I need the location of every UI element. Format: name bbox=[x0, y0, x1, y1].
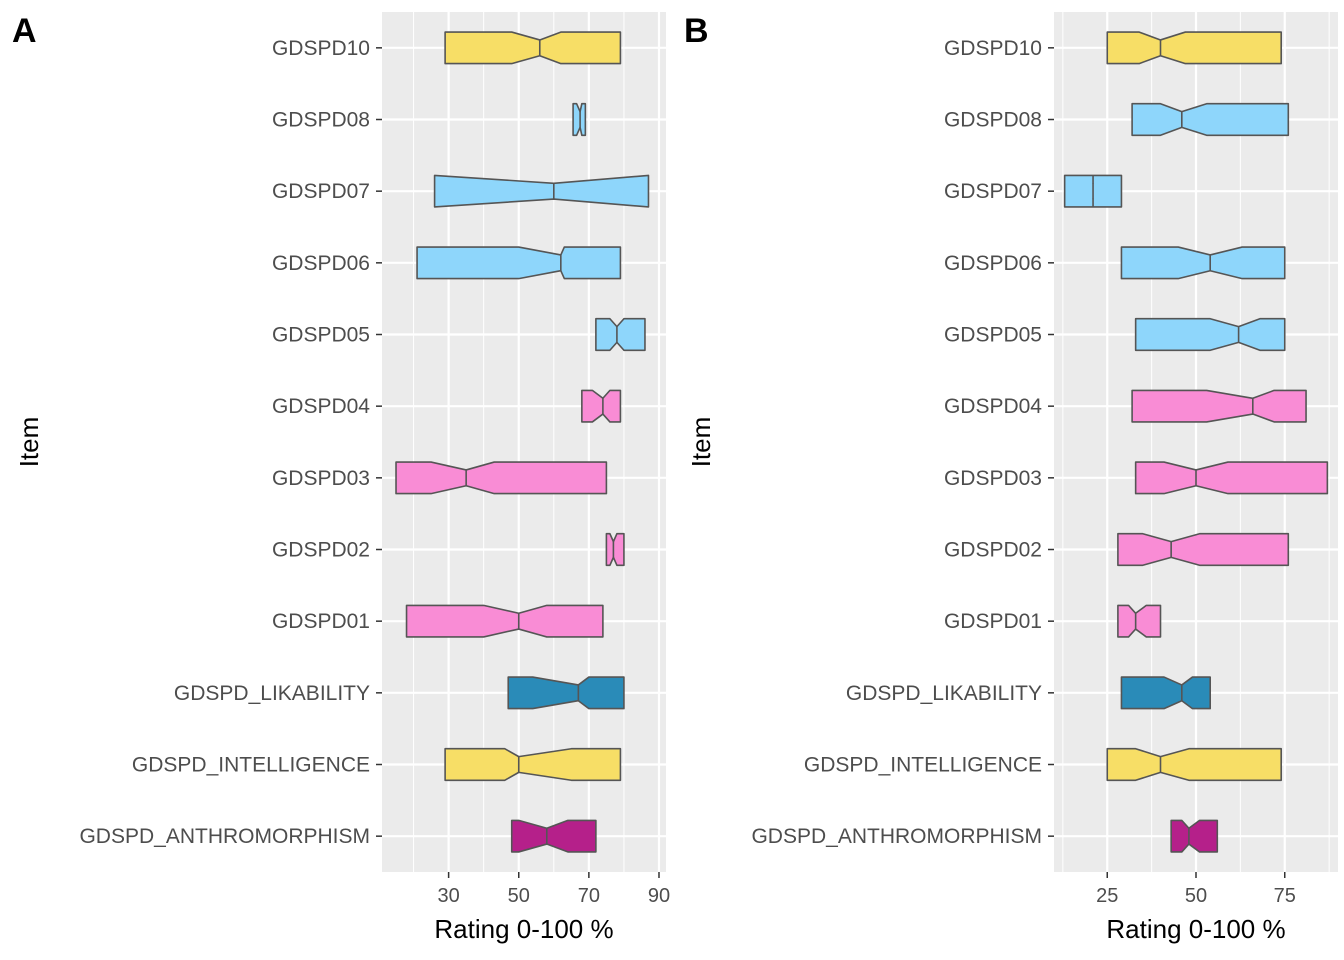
panel-a-category-label: GDSPD_INTELLIGENCE bbox=[132, 754, 370, 777]
panel-a-category-label: GDSPD_LIKABILITY bbox=[174, 682, 370, 705]
panel-b-category-label: GDSPD02 bbox=[944, 539, 1042, 562]
panel-a-category-label: GDSPD02 bbox=[272, 539, 370, 562]
panel-a-category-label: GDSPD04 bbox=[272, 395, 370, 418]
panel-a-background bbox=[382, 12, 666, 872]
panel-b-category-label: GDSPD_INTELLIGENCE bbox=[804, 754, 1042, 777]
panel-b-category-label: GDSPD_ANTHROMORPHISM bbox=[751, 825, 1042, 848]
panel-b-category-label: GDSPD03 bbox=[944, 467, 1042, 490]
panel-b-category-label: GDSPD10 bbox=[944, 37, 1042, 60]
panel-a-x-tick-label: 30 bbox=[437, 885, 459, 907]
panel-a-box-10 bbox=[572, 102, 587, 137]
panel-b-category-label: GDSPD05 bbox=[944, 324, 1042, 347]
panel-b-box-1 bbox=[1106, 747, 1282, 782]
panel-a-box-5 bbox=[395, 461, 608, 495]
panel-b-box-7 bbox=[1134, 317, 1286, 352]
panel-b-x-tick-label: 25 bbox=[1096, 885, 1118, 907]
panel-a-category-label: GDSPD10 bbox=[272, 37, 370, 60]
panel-b-category-label: GDSPD07 bbox=[944, 180, 1042, 203]
panel-b-box-2 bbox=[1120, 676, 1211, 710]
panel-a-box-1 bbox=[444, 747, 622, 782]
panel-b-category-label: GDSPD08 bbox=[944, 109, 1042, 132]
panel-a-box-8 bbox=[416, 246, 622, 280]
panel-a-tag: A bbox=[12, 12, 37, 50]
panel-b-box-5 bbox=[1134, 461, 1329, 495]
panel-a-x-tick-label: 50 bbox=[508, 885, 530, 907]
panel-a-category-label: GDSPD05 bbox=[272, 324, 370, 347]
panel-a: GDSPD_ANTHROMORPHISM GDSPD_INTELLIGENCE GD… bbox=[12, 12, 670, 944]
panel-b-category-label: GDSPD01 bbox=[944, 610, 1042, 633]
panel-a-category-label: GDSPD07 bbox=[272, 180, 370, 203]
panel-b-category-label: GDSPD_LIKABILITY bbox=[846, 682, 1042, 705]
panel-a-category-label: GDSPD01 bbox=[272, 610, 370, 633]
panel-b-category-label: GDSPD04 bbox=[944, 395, 1042, 418]
panel-a-category-label: GDSPD06 bbox=[272, 252, 370, 275]
panel-a-box-9 bbox=[433, 174, 650, 208]
panel-a-box-3 bbox=[405, 604, 604, 638]
panel-a-category-label: GDSPD03 bbox=[272, 467, 370, 490]
panel-a-y-axis-title: Item bbox=[14, 417, 44, 468]
panel-a-box-6 bbox=[581, 389, 622, 423]
panel-b-box-0 bbox=[1170, 819, 1219, 853]
panel-a-x-tick-label: 70 bbox=[578, 885, 600, 907]
panel-a-category-label: GDSPD_ANTHROMORPHISM bbox=[79, 825, 370, 848]
panel-b-tag: B bbox=[684, 12, 709, 50]
panel-a-box-2 bbox=[507, 676, 625, 710]
panel-a-x-axis-title: Rating 0-100 % bbox=[434, 914, 613, 944]
panel-b-x-tick-label: 50 bbox=[1185, 885, 1207, 907]
panel-a-box-11 bbox=[444, 31, 622, 65]
panel-b-y-axis-title: Item bbox=[686, 417, 716, 468]
panel-a-x-tick-label: 90 bbox=[648, 885, 670, 907]
panel-b-box-8 bbox=[1120, 246, 1286, 280]
panel-b: GDSPD_ANTHROMORPHISM GDSPD_INTELLIGENCE GD… bbox=[684, 12, 1338, 944]
panel-b-box-10 bbox=[1131, 102, 1290, 137]
panel-b-x-axis-title: Rating 0-100 % bbox=[1106, 914, 1285, 944]
panel-b-box-4 bbox=[1117, 532, 1290, 567]
panel-a-box-4 bbox=[605, 532, 625, 567]
panel-b-box-3 bbox=[1117, 604, 1162, 638]
panel-b-box-11 bbox=[1106, 31, 1282, 65]
panel-a-box-0 bbox=[510, 819, 597, 853]
panel-b-box-6 bbox=[1131, 389, 1307, 423]
panel-b-x-tick-label: 75 bbox=[1274, 885, 1296, 907]
panel-a-box-7 bbox=[595, 317, 646, 352]
panel-b-category-label: GDSPD06 bbox=[944, 252, 1042, 275]
panel-a-category-label: GDSPD08 bbox=[272, 109, 370, 132]
